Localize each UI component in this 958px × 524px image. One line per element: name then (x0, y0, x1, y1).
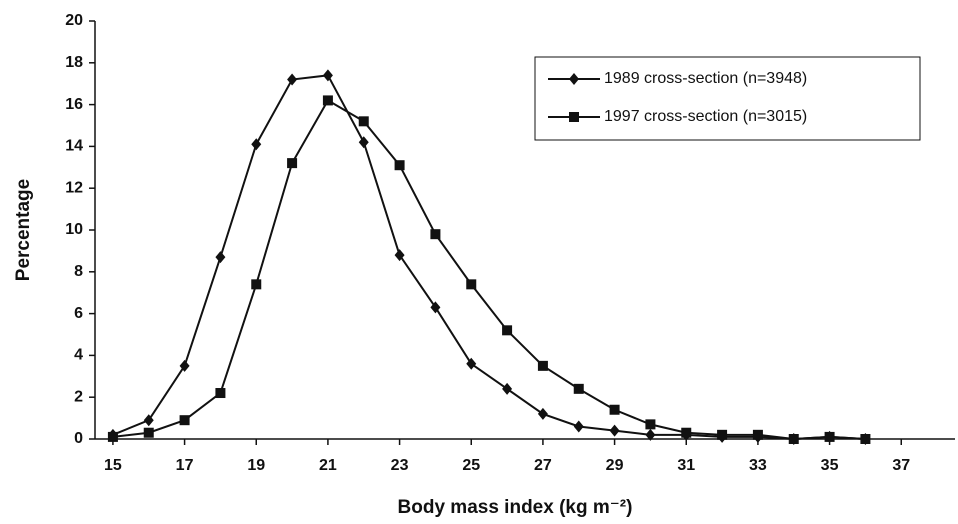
marker (107, 431, 118, 442)
y-tick-label: 2 (74, 388, 83, 405)
marker (143, 414, 154, 427)
x-tick-label: 35 (821, 457, 839, 474)
x-tick-label: 27 (534, 457, 552, 474)
marker (466, 279, 477, 290)
legend-marker (569, 112, 579, 122)
marker (287, 73, 298, 86)
marker (179, 359, 190, 372)
x-tick-label: 29 (606, 457, 624, 474)
y-tick-label: 8 (74, 263, 83, 280)
x-tick-label: 17 (176, 457, 194, 474)
marker (215, 388, 226, 399)
marker (251, 138, 262, 151)
y-tick-label: 10 (65, 221, 83, 238)
y-tick-label: 12 (65, 179, 83, 196)
marker (358, 136, 369, 149)
y-axis-label: Percentage (13, 179, 34, 281)
x-tick-label: 25 (462, 457, 480, 474)
x-tick-label: 21 (319, 457, 337, 474)
x-tick-label: 19 (247, 457, 265, 474)
marker (466, 357, 477, 370)
y-tick-label: 20 (65, 12, 83, 29)
x-axis-label: Body mass index (kg m⁻²) (398, 497, 633, 518)
marker (358, 116, 369, 127)
y-tick-label: 0 (74, 430, 83, 447)
x-tick-label: 33 (749, 457, 767, 474)
marker (788, 434, 799, 444)
marker (287, 158, 298, 169)
y-tick-label: 18 (65, 54, 83, 71)
marker (430, 301, 441, 314)
x-tick-label: 37 (892, 457, 910, 474)
x-tick-label: 15 (104, 457, 122, 474)
marker (179, 415, 190, 426)
y-tick-label: 4 (74, 347, 83, 364)
marker (573, 383, 584, 394)
legend-label: 1989 cross-section (n=3948) (604, 70, 807, 87)
y-tick-label: 16 (65, 96, 83, 113)
marker (573, 420, 584, 433)
marker (609, 404, 620, 415)
legend-box (534, 56, 921, 141)
x-tick-label: 31 (677, 457, 695, 474)
marker (430, 229, 441, 240)
marker (645, 428, 656, 441)
marker (860, 434, 871, 444)
marker (681, 427, 692, 438)
marker (824, 431, 835, 442)
marker (322, 69, 333, 82)
legend-label: 1997 cross-section (n=3015) (604, 108, 807, 125)
marker (394, 249, 405, 262)
marker (645, 419, 656, 430)
marker (143, 427, 154, 438)
y-tick-label: 14 (65, 138, 83, 155)
marker (322, 95, 333, 106)
marker (537, 407, 548, 420)
marker (215, 251, 226, 264)
marker (251, 279, 262, 290)
legend-marker (569, 73, 579, 85)
marker (609, 424, 620, 437)
marker (717, 429, 728, 440)
series-line (112, 74, 866, 441)
marker (537, 360, 548, 371)
marker (502, 325, 513, 336)
series-line (112, 99, 866, 441)
marker (502, 382, 513, 395)
marker (752, 429, 763, 440)
x-tick-label: 23 (391, 457, 409, 474)
marker (394, 160, 405, 171)
y-tick-label: 6 (74, 305, 83, 322)
